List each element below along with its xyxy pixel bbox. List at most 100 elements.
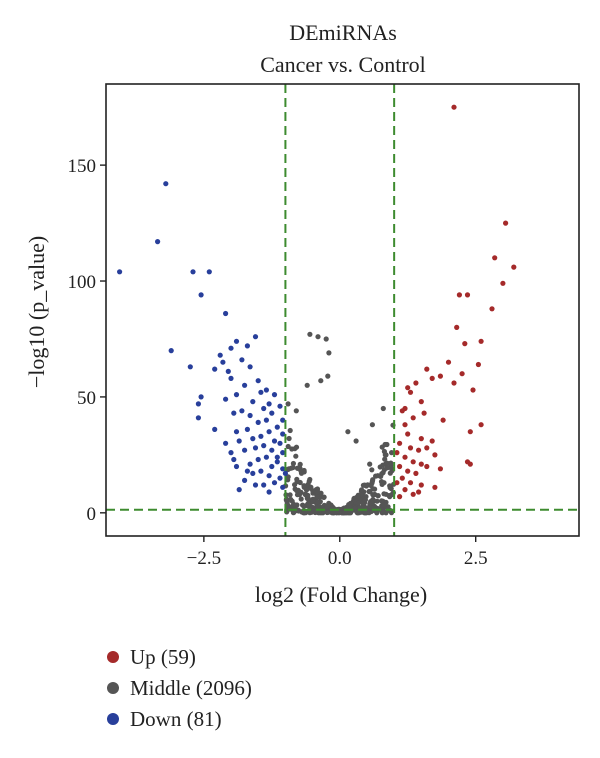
data-point-middle (297, 461, 303, 467)
data-point-middle (287, 427, 293, 434)
data-point-down (280, 450, 286, 456)
data-point-down (252, 482, 259, 488)
data-point-up (451, 380, 457, 386)
x-tick-label: −2.5 (187, 548, 221, 569)
data-point-up (402, 454, 408, 460)
data-point-up (410, 491, 416, 497)
data-point-up (478, 338, 484, 344)
data-point-down (271, 392, 278, 398)
data-point-middle (290, 510, 296, 516)
data-point-up (418, 436, 424, 442)
data-point-down (274, 424, 280, 430)
data-point-up (464, 292, 471, 298)
data-point-middle (301, 483, 307, 489)
data-point-up (492, 255, 498, 261)
data-point-middle (307, 331, 313, 337)
data-point-down (155, 239, 161, 245)
chart-title: DEmiRNAs (289, 20, 397, 45)
data-point-down (255, 419, 261, 425)
data-point-middle (290, 464, 296, 471)
data-point-up (421, 410, 427, 416)
data-point-down (271, 480, 278, 486)
data-point-middle (286, 435, 292, 442)
data-point-up (397, 463, 403, 470)
data-point-down (242, 447, 248, 453)
data-point-up (397, 494, 403, 500)
data-point-down (225, 368, 231, 374)
data-point-up (475, 361, 481, 368)
data-point-down (258, 433, 264, 439)
data-point-middle (301, 503, 307, 509)
data-point-middle (380, 405, 386, 412)
data-point-up (410, 459, 416, 465)
y-tick-label: 50 (77, 388, 96, 409)
data-point-middle (362, 497, 368, 503)
data-point-middle (301, 509, 307, 516)
data-point-middle (375, 493, 381, 499)
data-point-middle (325, 373, 331, 379)
data-point-up (397, 440, 403, 446)
data-point-middle (292, 482, 298, 488)
data-point-down (228, 345, 234, 351)
data-point-down (261, 405, 267, 412)
data-point-middle (307, 510, 313, 516)
data-point-down (274, 454, 280, 460)
data-point-down (271, 438, 278, 444)
data-point-middle (374, 498, 380, 504)
data-point-up (416, 447, 422, 453)
data-point-middle (380, 462, 386, 468)
data-point-middle (378, 479, 385, 485)
data-point-down (261, 482, 267, 488)
data-point-down (280, 431, 286, 437)
y-tick-label: 0 (87, 504, 97, 525)
data-point-down (247, 412, 253, 419)
data-point-up (511, 264, 517, 270)
data-point-middle (375, 473, 381, 479)
data-point-down (236, 487, 242, 493)
data-point-middle (387, 483, 393, 489)
data-point-up (405, 385, 411, 391)
data-point-middle (288, 496, 294, 503)
data-point-up (445, 359, 452, 365)
data-point-middle (370, 477, 376, 483)
data-point-middle (323, 336, 329, 342)
data-point-down (239, 408, 245, 414)
data-point-up (432, 484, 438, 490)
data-point-up (424, 445, 430, 451)
data-point-down (168, 348, 174, 354)
data-point-down (190, 269, 196, 275)
data-point-middle (342, 509, 348, 515)
data-point-middle (389, 450, 395, 456)
data-point-middle (362, 510, 368, 516)
axes: −2.5 0.0 2.5 0 50 100 150 (68, 83, 580, 569)
data-point-middle (305, 492, 311, 498)
data-point-up (413, 470, 419, 476)
data-point-down (280, 417, 286, 423)
data-point-down (269, 447, 275, 453)
data-point-down (255, 378, 261, 384)
data-point-down (242, 477, 248, 483)
data-point-up (462, 341, 468, 347)
data-point-down (236, 438, 242, 444)
x-tick-label: 2.5 (464, 548, 488, 569)
data-point-down (247, 461, 253, 467)
x-axis-label: log2 (Fold Change) (255, 582, 427, 607)
data-point-up (470, 387, 476, 393)
data-point-down (252, 445, 259, 451)
data-point-down (274, 459, 280, 465)
data-point-down (212, 366, 218, 372)
data-point-up (399, 475, 405, 481)
data-point-down (269, 410, 275, 416)
data-point-up (399, 408, 405, 414)
data-point-middle (379, 498, 385, 504)
data-point-down (277, 475, 283, 481)
legend-label-up: Up (59) (130, 645, 196, 669)
data-point-down (280, 466, 286, 472)
data-point-middle (369, 467, 375, 473)
data-point-down (187, 364, 193, 370)
data-point-up (454, 324, 460, 330)
legend-label-down: Down (81) (130, 707, 222, 731)
legend-marker-down (107, 713, 119, 725)
data-point-up (416, 489, 422, 495)
chart-subtitle: Cancer vs. Control (260, 52, 426, 77)
